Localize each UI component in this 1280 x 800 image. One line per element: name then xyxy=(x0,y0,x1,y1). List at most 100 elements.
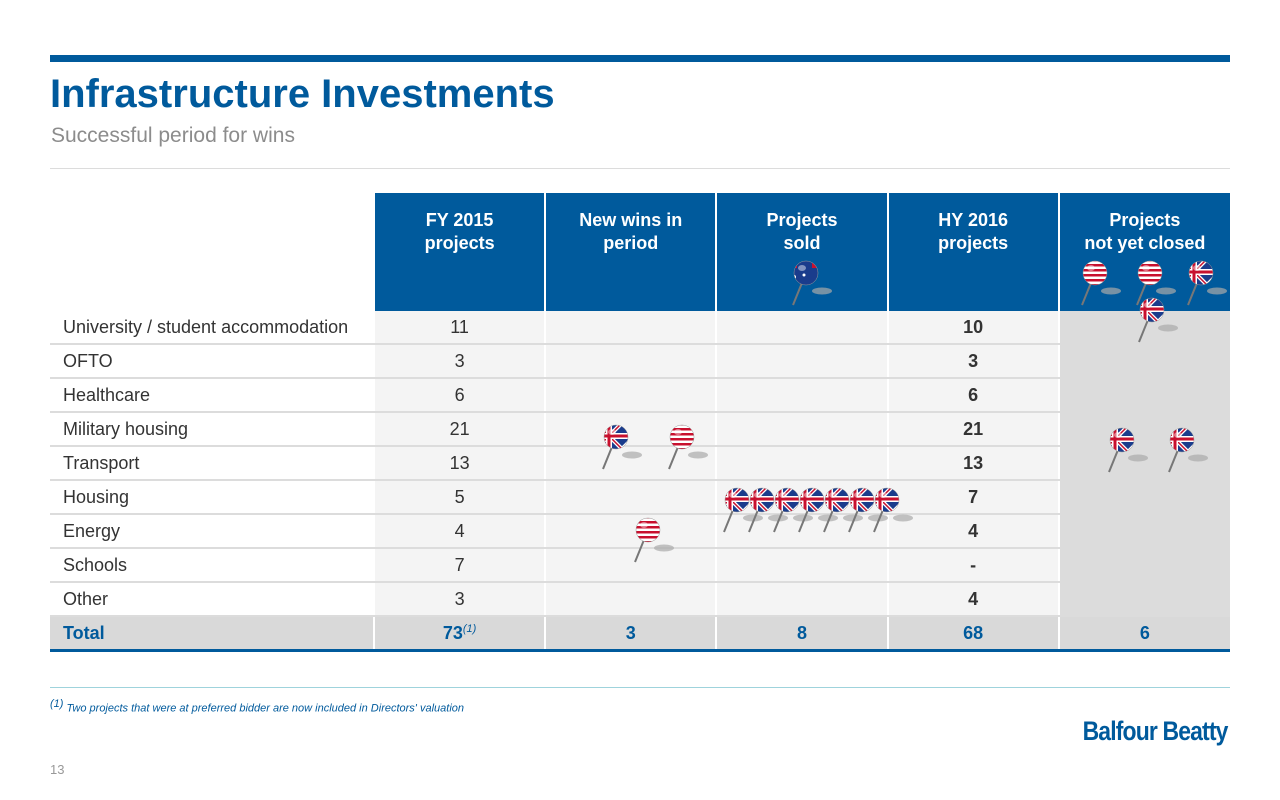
usa-flag-pin-icon xyxy=(1130,259,1190,319)
cell-fy2015: 11 xyxy=(372,311,546,345)
cell-fy2015: 4 xyxy=(372,514,546,549)
cell-hy2016: 10 xyxy=(886,311,1059,345)
uk-flag-pin-icon xyxy=(817,486,877,546)
uk-flag-pin-icon xyxy=(1181,259,1241,319)
header-new-wins: New wins in period xyxy=(544,193,717,311)
row-label: Healthcare xyxy=(50,378,374,413)
cell-fy2015: 5 xyxy=(372,480,546,515)
header-hy2016: HY 2016 projects xyxy=(886,193,1059,311)
cell-not-closed xyxy=(1057,582,1230,617)
page-number: 13 xyxy=(50,762,65,777)
header-fy2015: FY 2015 projects xyxy=(372,193,546,311)
cell-sold xyxy=(715,412,888,447)
header-blank xyxy=(50,193,374,311)
uk-flag-pin-icon xyxy=(1162,426,1222,486)
uk-flag-pin-icon xyxy=(1132,296,1192,356)
cell-new-wins xyxy=(544,514,717,549)
balfour-beatty-logo: Balfour Beatty xyxy=(1083,716,1229,746)
row-label: Transport xyxy=(50,446,374,481)
uk-flag-pin-icon xyxy=(596,423,656,483)
row-label: Schools xyxy=(50,548,374,583)
header-line: projects xyxy=(938,233,1009,253)
header-line: FY 2015 xyxy=(425,210,494,230)
cell-new-wins xyxy=(544,344,717,379)
header-line: projects xyxy=(424,233,495,253)
cell-not-closed xyxy=(1057,446,1230,481)
cell-not-closed xyxy=(1057,480,1230,515)
table-row: Housing 5 7 xyxy=(50,480,1230,515)
cell-hy2016: 4 xyxy=(886,582,1059,617)
cell-fy2015: 3 xyxy=(372,582,546,617)
cell-hy2016: 21 xyxy=(886,412,1059,447)
table-row: Schools 7 - xyxy=(50,548,1230,583)
header-line: sold xyxy=(783,233,821,253)
investments-table: FY 2015 projects New wins in period Projec… xyxy=(50,193,1230,652)
cell-not-closed xyxy=(1057,514,1230,549)
total-sold: 8 xyxy=(715,616,888,652)
footer-divider xyxy=(50,687,1230,688)
row-label: OFTO xyxy=(50,344,374,379)
cell-fy2015: 7 xyxy=(372,548,546,583)
table-row: University / student accommodation 11 10 xyxy=(50,311,1230,345)
australia-flag-pin-icon xyxy=(786,259,846,319)
table-row: Energy 4 4 xyxy=(50,514,1230,549)
uk-flag-pin-icon xyxy=(742,486,802,546)
footnote-ref: (1) xyxy=(462,622,477,635)
uk-flag-pin-icon xyxy=(717,486,777,546)
uk-flag-pin-icon xyxy=(1102,426,1162,486)
usa-flag-pin-icon xyxy=(662,423,722,483)
uk-flag-pin-icon xyxy=(842,486,902,546)
page-subtitle: Successful period for wins xyxy=(51,124,295,147)
cell-new-wins xyxy=(544,378,717,413)
page-title: Infrastructure Investments xyxy=(50,72,555,116)
footnote: (1) Two projects that were at preferred … xyxy=(50,698,464,715)
total-label: Total xyxy=(50,616,374,652)
cell-fy2015: 6 xyxy=(372,378,546,413)
cell-hy2016: - xyxy=(886,548,1059,583)
footnote-text: Two projects that were at preferred bidd… xyxy=(66,702,464,715)
cell-new-wins xyxy=(544,582,717,617)
top-bar xyxy=(50,55,1230,62)
total-hy2016: 68 xyxy=(886,616,1059,652)
cell-hy2016: 4 xyxy=(886,514,1059,549)
header-line: Projects xyxy=(766,210,838,230)
row-label: Energy xyxy=(50,514,374,549)
divider xyxy=(50,168,1230,169)
cell-not-closed xyxy=(1057,412,1230,447)
row-label: Other xyxy=(50,582,374,617)
cell-sold xyxy=(715,344,888,379)
table-row: OFTO 3 3 xyxy=(50,344,1230,379)
cell-new-wins xyxy=(544,311,717,345)
row-label: Military housing xyxy=(50,412,374,447)
total-not-closed: 6 xyxy=(1057,616,1230,652)
row-label: Housing xyxy=(50,480,374,515)
footnote-marker: (1) xyxy=(50,698,64,710)
cell-not-closed xyxy=(1057,378,1230,413)
table-row: Military housing 21 21 xyxy=(50,412,1230,447)
usa-flag-pin-icon xyxy=(1075,259,1135,319)
header-sold: Projects sold xyxy=(715,193,888,311)
cell-hy2016: 3 xyxy=(886,344,1059,379)
cell-sold xyxy=(715,378,888,413)
total-fy2015-value: 73 xyxy=(442,622,463,643)
cell-sold xyxy=(715,548,888,583)
cell-fy2015: 3 xyxy=(372,344,546,379)
cell-new-wins xyxy=(544,548,717,583)
cell-not-closed xyxy=(1057,548,1230,583)
cell-sold xyxy=(715,582,888,617)
header-line: Projects xyxy=(1109,210,1181,230)
cell-not-closed xyxy=(1057,344,1230,379)
cell-fy2015: 13 xyxy=(372,446,546,481)
table-row: Healthcare 6 6 xyxy=(50,378,1230,413)
header-line: not yet closed xyxy=(1084,233,1206,253)
header-not-closed: Projects not yet closed xyxy=(1057,193,1230,311)
cell-hy2016: 13 xyxy=(886,446,1059,481)
header-line: period xyxy=(603,233,659,253)
cell-new-wins xyxy=(544,480,717,515)
header-row: FY 2015 projects New wins in period Projec… xyxy=(50,193,1230,311)
usa-flag-pin-icon xyxy=(628,516,688,576)
cell-fy2015: 21 xyxy=(372,412,546,447)
total-row: Total 73(1) 3 8 68 6 xyxy=(50,616,1230,652)
uk-flag-pin-icon xyxy=(867,486,927,546)
cell-sold xyxy=(715,446,888,481)
